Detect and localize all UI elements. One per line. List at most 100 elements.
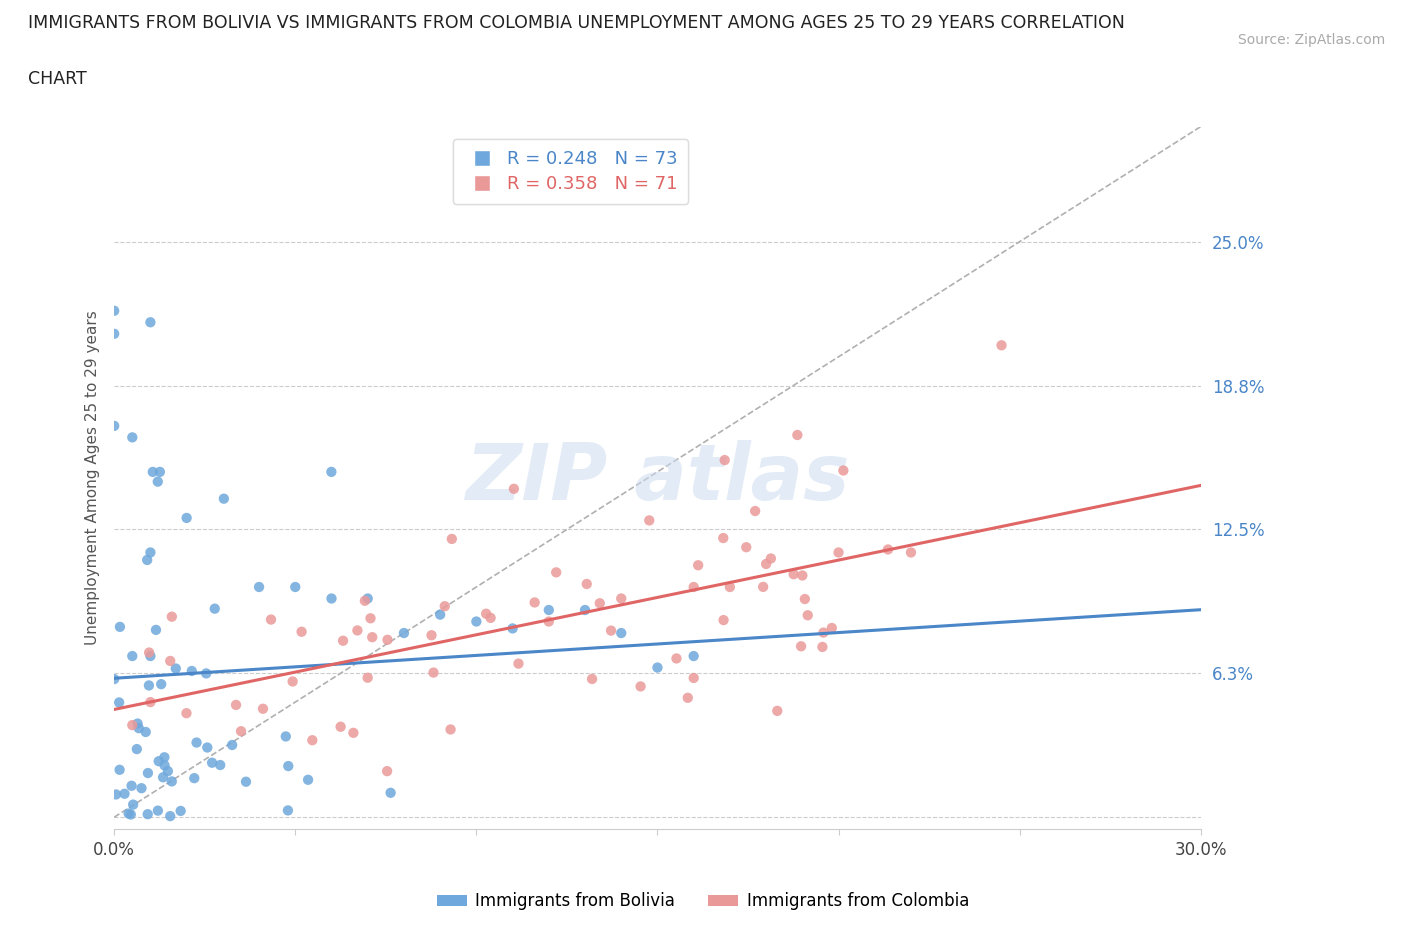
- Point: [502, 621, 524, 636]
- Point: [537, 614, 560, 629]
- Point: [682, 671, 704, 685]
- Point: [153, 758, 176, 773]
- Point: [150, 677, 173, 692]
- Point: [176, 511, 198, 525]
- Point: [176, 706, 198, 721]
- Point: [786, 428, 808, 443]
- Point: [392, 626, 415, 641]
- Text: CHART: CHART: [28, 70, 87, 87]
- Point: [766, 703, 789, 718]
- Point: [523, 595, 546, 610]
- Point: [136, 552, 159, 567]
- Point: [139, 648, 162, 663]
- Point: [610, 591, 633, 606]
- Point: [121, 648, 143, 663]
- Text: Source: ZipAtlas.com: Source: ZipAtlas.com: [1237, 33, 1385, 46]
- Point: [180, 664, 202, 679]
- Point: [108, 763, 131, 777]
- Point: [131, 781, 153, 796]
- Point: [108, 695, 131, 710]
- Point: [209, 758, 232, 773]
- Point: [125, 741, 148, 756]
- Point: [139, 695, 162, 710]
- Point: [877, 542, 900, 557]
- Point: [718, 579, 741, 594]
- Point: [160, 774, 183, 789]
- Point: [146, 474, 169, 489]
- Point: [465, 614, 488, 629]
- Point: [103, 671, 125, 686]
- Point: [301, 733, 323, 748]
- Point: [186, 735, 208, 750]
- Point: [537, 603, 560, 618]
- Point: [575, 577, 598, 591]
- Point: [159, 654, 181, 669]
- Legend: Immigrants from Bolivia, Immigrants from Colombia: Immigrants from Bolivia, Immigrants from…: [430, 885, 976, 917]
- Point: [153, 750, 176, 764]
- Point: [440, 532, 463, 547]
- Point: [796, 608, 818, 623]
- Point: [346, 623, 368, 638]
- Point: [813, 625, 835, 640]
- Text: IMMIGRANTS FROM BOLIVIA VS IMMIGRANTS FROM COLOMBIA UNEMPLOYMENT AMONG AGES 25 T: IMMIGRANTS FROM BOLIVIA VS IMMIGRANTS FR…: [28, 14, 1125, 32]
- Point: [146, 804, 169, 818]
- Point: [429, 607, 451, 622]
- Point: [321, 591, 343, 606]
- Point: [752, 579, 775, 594]
- Point: [990, 338, 1012, 352]
- Point: [546, 565, 568, 579]
- Point: [342, 725, 364, 740]
- Point: [361, 630, 384, 644]
- Point: [195, 740, 218, 755]
- Point: [260, 612, 283, 627]
- Point: [148, 754, 170, 769]
- Point: [744, 503, 766, 518]
- Point: [297, 772, 319, 787]
- Point: [589, 596, 612, 611]
- Text: ZIP atlas: ZIP atlas: [465, 440, 849, 515]
- Point: [502, 482, 524, 497]
- Point: [422, 665, 444, 680]
- Point: [122, 797, 145, 812]
- Point: [135, 724, 157, 739]
- Point: [638, 513, 661, 528]
- Point: [201, 755, 224, 770]
- Point: [277, 803, 299, 817]
- Point: [159, 809, 181, 824]
- Point: [479, 610, 502, 625]
- Point: [281, 674, 304, 689]
- Point: [121, 718, 143, 733]
- Point: [827, 545, 849, 560]
- Point: [357, 591, 380, 606]
- Point: [136, 765, 159, 780]
- Point: [165, 661, 187, 676]
- Point: [225, 698, 247, 712]
- Point: [290, 624, 312, 639]
- Legend: R = 0.248   N = 73, R = 0.358   N = 71: R = 0.248 N = 73, R = 0.358 N = 71: [453, 140, 689, 204]
- Point: [277, 759, 299, 774]
- Point: [247, 579, 270, 594]
- Point: [284, 579, 307, 594]
- Point: [120, 807, 142, 822]
- Point: [332, 633, 354, 648]
- Point: [142, 464, 165, 479]
- Point: [676, 690, 699, 705]
- Point: [790, 639, 813, 654]
- Point: [145, 622, 167, 637]
- Point: [212, 491, 235, 506]
- Point: [682, 579, 704, 594]
- Point: [821, 620, 844, 635]
- Point: [832, 463, 855, 478]
- Point: [229, 724, 252, 738]
- Point: [420, 628, 443, 643]
- Point: [735, 539, 758, 554]
- Point: [321, 464, 343, 479]
- Point: [665, 651, 688, 666]
- Point: [105, 787, 128, 802]
- Y-axis label: Unemployment Among Ages 25 to 29 years: Unemployment Among Ages 25 to 29 years: [86, 311, 100, 645]
- Point: [581, 671, 603, 686]
- Point: [103, 418, 125, 433]
- Point: [793, 591, 815, 606]
- Point: [713, 453, 735, 468]
- Point: [574, 603, 596, 618]
